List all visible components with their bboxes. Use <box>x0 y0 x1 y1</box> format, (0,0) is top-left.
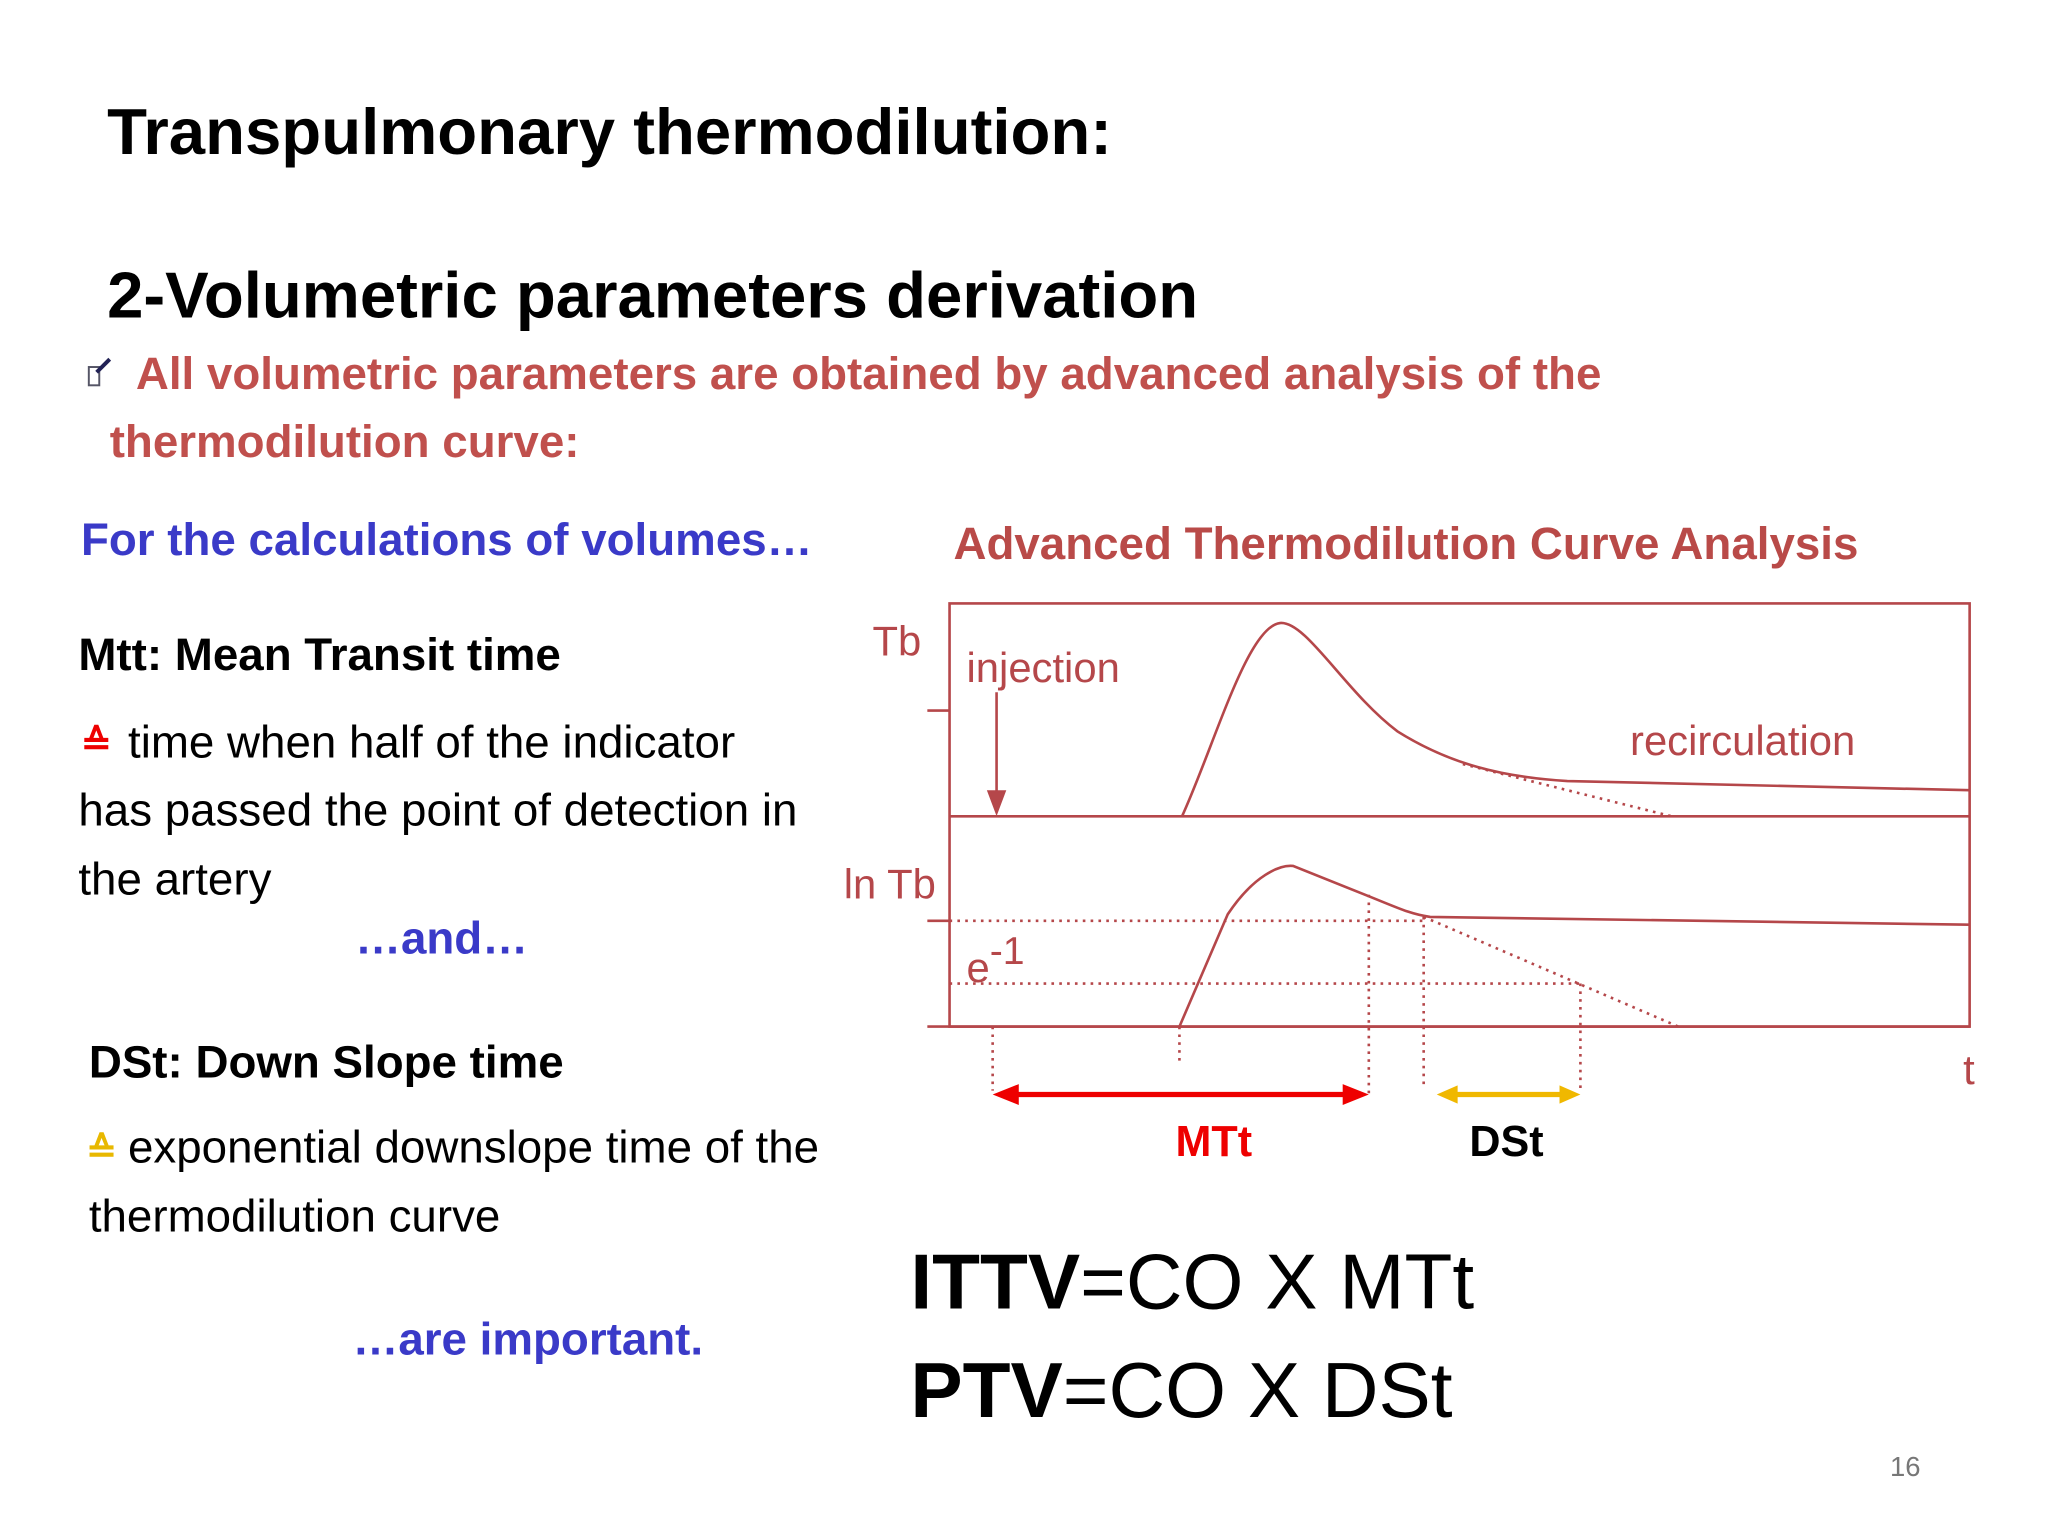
label: e-1 <box>967 930 1025 991</box>
formula: PTV=CO X DSt <box>910 1346 1452 1434</box>
symbol: ≙ <box>81 722 112 763</box>
bullet-icon <box>87 357 112 387</box>
mtt-arrow <box>992 1084 1369 1105</box>
connector: …and… <box>355 912 528 963</box>
subtitle: 2-Volumetric parameters derivation <box>107 258 1198 331</box>
formula-term: PTV <box>910 1346 1062 1434</box>
formula-term: ITTV <box>910 1238 1080 1326</box>
body-text: the artery <box>78 854 271 905</box>
axis-label: Tb <box>872 618 921 665</box>
page-number: 16 <box>1890 1451 1920 1482</box>
body-text: has passed the point of detection in <box>78 784 797 835</box>
body-text: thermodilution curve <box>89 1191 501 1242</box>
label: recirculation <box>1630 717 1855 764</box>
axis-label: ln Tb <box>844 861 936 908</box>
formula-rest: =CO X DSt <box>1063 1346 1453 1434</box>
symbol: ≙ <box>86 1129 117 1170</box>
exponent: -1 <box>990 930 1025 973</box>
dst-arrow <box>1436 1085 1581 1104</box>
title: Transpulmonary thermodilution: <box>107 95 1112 168</box>
axis-label: t <box>1963 1046 1975 1093</box>
diagram <box>927 602 1971 1098</box>
heading: DSt: Down Slope time <box>89 1037 564 1088</box>
heading: Mtt: Mean Transit time <box>78 629 560 680</box>
label: e <box>967 944 990 991</box>
bullet-text: thermodilution curve: <box>110 416 580 467</box>
bullet-text: All volumetric parameters are obtained b… <box>136 348 1602 399</box>
label: MTt <box>1176 1118 1253 1166</box>
intro: For the calculations of volumes… <box>81 514 812 565</box>
outro: …are important. <box>353 1313 703 1364</box>
formula: ITTV=CO X MTt <box>910 1238 1474 1326</box>
label: injection <box>967 644 1120 691</box>
diagram-title: Advanced Thermodilution Curve Analysis <box>953 518 1858 569</box>
body-text: time when half of the indicator <box>128 717 735 768</box>
formula-rest: =CO X MTt <box>1080 1238 1474 1326</box>
label: DSt <box>1469 1118 1543 1166</box>
body-text: exponential downslope time of the <box>128 1121 819 1172</box>
